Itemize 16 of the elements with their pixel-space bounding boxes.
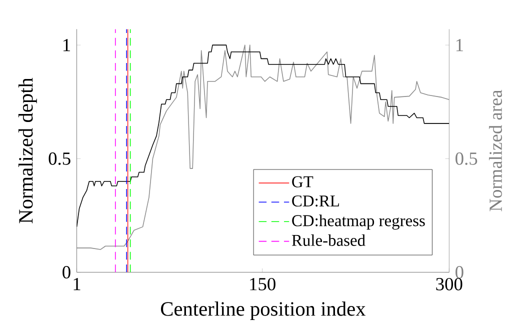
x-tick-label: 150 xyxy=(250,278,276,290)
y-tick-label: 0 xyxy=(62,266,70,278)
legend-label: CD:heatmap regress xyxy=(292,214,425,230)
y-tick-label: 0.5 xyxy=(48,152,70,165)
y2-tick-label: 1 xyxy=(456,38,463,51)
x-axis-title: Centerline position index xyxy=(160,301,366,320)
y-axis-title: Normalized depth xyxy=(18,78,37,224)
y2-tick-label: 0 xyxy=(456,266,464,278)
legend-label: GT xyxy=(292,176,314,188)
y-tick-label: 1 xyxy=(63,38,70,51)
y2-tick-label: 0.5 xyxy=(456,152,478,165)
legend-label: CD:RL xyxy=(292,195,339,206)
y2-axis-title: Normalized area xyxy=(489,90,502,212)
x-tick-label: 1 xyxy=(74,278,80,290)
x-tick-label: 300 xyxy=(436,278,462,290)
legend-label: Rule-based xyxy=(292,234,366,246)
